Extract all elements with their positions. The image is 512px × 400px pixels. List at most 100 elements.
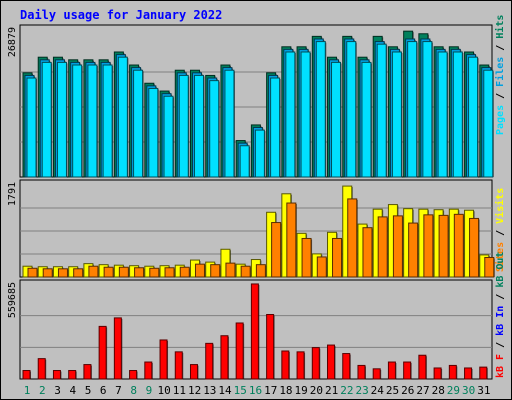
legend-kbin: kB In [495, 306, 506, 336]
bar-pages-day-19 [300, 51, 311, 178]
bar-pages-day-4 [72, 64, 83, 178]
legend-kbf: kB F [495, 354, 506, 378]
bar-pages-day-2 [41, 61, 52, 178]
legend-hits-files-pages: Pages / Files / Hits [494, 15, 506, 135]
x-tick-label: 22 [340, 384, 353, 397]
bar-pages-day-29 [452, 51, 463, 178]
x-tick-label: 30 [462, 384, 475, 397]
bar-sites-day-31 [484, 256, 495, 278]
bar-sites-day-20 [316, 256, 327, 278]
bar-sites-day-3 [57, 268, 68, 278]
bar-pages-day-16 [254, 129, 265, 178]
bar-kb-f-day-3 [52, 370, 61, 380]
bar-sites-day-26 [408, 222, 419, 278]
x-tick-label: 28 [432, 384, 445, 397]
bar-pages-day-3 [56, 61, 67, 178]
bar-pages-day-22 [346, 41, 357, 178]
bar-kb-f-day-28 [433, 367, 442, 380]
legend-kbytes: kB F / kB In / kB Out [495, 252, 506, 378]
bar-sites-day-12 [194, 263, 205, 278]
legend-sites: Sites [494, 242, 506, 272]
x-tick-label: 13 [203, 384, 216, 397]
bar-sites-day-8 [134, 267, 145, 278]
bar-sites-day-21 [332, 237, 343, 278]
x-tick-label: 5 [85, 384, 92, 397]
bar-sites-day-9 [149, 267, 160, 278]
bar-sites-day-15 [240, 265, 251, 278]
bar-pages-day-8 [133, 69, 144, 178]
y-max-label-visits-sites: 1791 [7, 182, 18, 206]
x-tick-label: 10 [158, 384, 171, 397]
bar-pages-day-20 [315, 41, 326, 178]
x-tick-label: 12 [188, 384, 201, 397]
bar-sites-day-7 [118, 266, 129, 278]
bar-pages-day-17 [270, 77, 281, 178]
x-tick-label: 20 [310, 384, 323, 397]
bar-pages-day-7 [117, 56, 128, 178]
x-tick-label: 19 [295, 384, 308, 397]
legend-kbout: kB Out [495, 252, 506, 288]
bar-sites-day-13 [210, 264, 221, 278]
bar-pages-day-12 [193, 74, 204, 178]
bar-pages-day-26 [407, 41, 418, 178]
bar-kb-f-day-18 [281, 350, 290, 380]
bar-pages-day-21 [331, 61, 342, 178]
bar-sites-day-10 [164, 267, 175, 278]
legend-sites-visits: Sites / Visits [494, 188, 506, 272]
x-tick-label: 14 [218, 384, 232, 397]
bar-sites-day-22 [347, 198, 358, 278]
bar-pages-day-23 [361, 61, 372, 178]
bar-kb-f-day-16 [250, 283, 259, 380]
bar-pages-day-1 [26, 77, 37, 178]
bar-kb-f-day-22 [342, 353, 351, 380]
x-tick-label: 21 [325, 384, 338, 397]
bar-kb-f-day-2 [37, 358, 46, 380]
x-tick-label: 25 [386, 384, 399, 397]
bar-kb-f-day-21 [327, 344, 336, 380]
bar-pages-day-18 [285, 51, 296, 178]
bar-sites-day-16 [255, 264, 266, 278]
bar-kb-f-day-9 [144, 361, 153, 380]
x-tick-label: 2 [39, 384, 46, 397]
y-max-label-hits-files-pages: 26879 [7, 27, 18, 57]
bar-sites-day-25 [392, 215, 403, 278]
bar-pages-day-30 [468, 56, 479, 178]
bar-pages-day-24 [376, 43, 387, 178]
bar-kb-f-day-24 [372, 368, 381, 380]
bar-kb-f-day-25 [387, 361, 396, 380]
legend-visits: Visits [494, 188, 506, 224]
bar-kb-f-day-1 [22, 370, 31, 380]
x-tick-label: 1 [24, 384, 31, 397]
bar-pages-day-27 [422, 41, 433, 178]
bar-kb-f-day-31 [479, 366, 488, 380]
bar-kb-f-day-11 [174, 351, 183, 380]
bar-kb-f-day-5 [83, 364, 92, 380]
bar-kb-f-day-19 [296, 351, 305, 380]
bar-kb-f-day-4 [68, 370, 77, 380]
bar-kb-f-day-23 [357, 364, 366, 380]
bar-sites-day-18 [286, 202, 297, 278]
bar-pages-day-28 [437, 51, 448, 178]
bar-sites-day-30 [469, 217, 480, 278]
bar-pages-day-6 [102, 64, 113, 178]
bar-pages-day-11 [178, 74, 189, 178]
bar-kb-f-day-26 [403, 361, 412, 380]
bar-sites-day-14 [225, 262, 236, 278]
x-tick-label: 24 [371, 384, 385, 397]
x-tick-label: 7 [115, 384, 122, 397]
bar-kb-f-day-29 [448, 364, 457, 380]
bar-kb-f-day-6 [98, 325, 107, 380]
x-tick-label: 15 [234, 384, 247, 397]
x-tick-label: 16 [249, 384, 262, 397]
x-tick-label: 17 [264, 384, 277, 397]
x-tick-label: 26 [401, 384, 414, 397]
bar-kb-f-day-12 [189, 364, 198, 380]
bar-pages-day-10 [163, 95, 174, 178]
bar-kb-f-day-10 [159, 339, 168, 380]
bar-sites-day-29 [453, 213, 464, 278]
y-max-label-kbytes: 559685 [7, 282, 18, 318]
x-tick-label: 6 [100, 384, 107, 397]
bar-sites-day-24 [377, 216, 388, 278]
bar-kb-f-day-7 [113, 317, 122, 380]
